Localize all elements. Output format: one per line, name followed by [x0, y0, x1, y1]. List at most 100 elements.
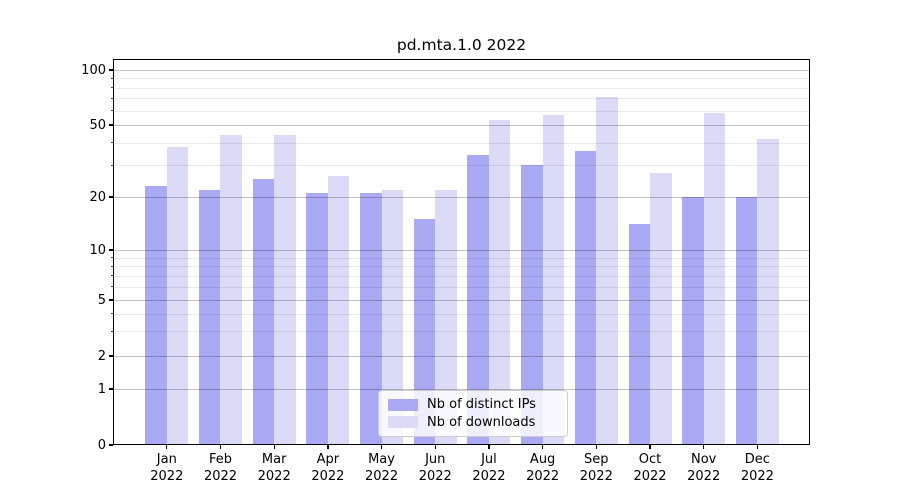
bar-downloads — [757, 138, 779, 445]
gridline-major — [113, 197, 810, 198]
x-tick-label: Jan 2022 — [150, 452, 184, 484]
x-tick-mark — [219, 445, 222, 449]
bar-downloads — [650, 173, 672, 445]
plot-area — [113, 59, 810, 445]
gridline-major — [113, 356, 810, 357]
gridline-minor — [113, 313, 810, 315]
legend: Nb of distinct IPs Nb of downloads — [378, 390, 568, 437]
bar-downloads — [435, 189, 457, 445]
y-minor-tick-mark — [110, 275, 113, 277]
y-minor-tick-mark — [110, 97, 113, 99]
x-tick-label: Sep 2022 — [579, 452, 613, 484]
legend-swatch-distinct-ips — [388, 398, 418, 411]
bar-distinct-ips — [198, 189, 221, 445]
bar-distinct-ips — [628, 224, 650, 445]
bar-distinct-ips — [252, 179, 275, 445]
spine-left — [113, 59, 115, 445]
bar-downloads — [542, 114, 565, 445]
y-tick-label: 5 — [97, 292, 106, 308]
y-tick-mark — [109, 444, 113, 446]
gridline-major — [113, 250, 810, 251]
gridline-minor — [113, 78, 810, 80]
x-tick-label: Jul 2022 — [472, 452, 506, 484]
x-tick-mark — [703, 445, 705, 449]
gridline-minor — [113, 331, 810, 333]
x-tick-label: May 2022 — [365, 452, 399, 484]
gridline-minor — [113, 257, 810, 259]
x-tick-mark — [327, 445, 329, 449]
y-tick-mark — [109, 299, 113, 301]
spine-bottom — [113, 443, 810, 445]
x-tick-mark — [380, 445, 383, 449]
y-tick-label: 20 — [89, 189, 106, 205]
y-minor-tick-mark — [110, 142, 113, 144]
bar-downloads — [274, 135, 296, 445]
x-tick-mark — [595, 445, 598, 449]
gridline-minor — [113, 142, 810, 144]
y-tick-mark — [109, 124, 113, 126]
x-tick-label: Jun 2022 — [418, 452, 452, 484]
y-minor-tick-mark — [110, 164, 113, 166]
gridline-minor — [113, 286, 810, 288]
gridline-minor — [113, 275, 810, 277]
bar-distinct-ips — [360, 193, 382, 445]
gridline-minor — [113, 165, 810, 167]
bar-downloads — [327, 176, 350, 445]
spine-right — [808, 59, 810, 445]
y-minor-tick-mark — [110, 87, 113, 89]
legend-label-distinct-ips: Nb of distinct IPs — [427, 397, 536, 413]
x-tick-mark — [273, 445, 275, 449]
y-minor-tick-mark — [110, 110, 113, 112]
bar-distinct-ips — [682, 197, 704, 445]
x-tick-mark — [488, 445, 490, 449]
x-tick-label: Oct 2022 — [633, 452, 667, 484]
y-tick-label: 10 — [89, 242, 106, 258]
gridline-major — [113, 70, 810, 71]
x-tick-mark — [542, 445, 544, 449]
y-minor-tick-mark — [110, 313, 113, 315]
legend-swatch-downloads — [388, 416, 418, 429]
gridline-major — [113, 300, 810, 301]
y-tick-mark — [109, 249, 113, 251]
bar-distinct-ips — [306, 193, 328, 445]
y-minor-tick-mark — [110, 265, 113, 267]
y-minor-tick-mark — [110, 77, 113, 79]
gridline-minor — [113, 87, 810, 89]
chart-title: pd.mta.1.0 2022 — [396, 36, 527, 54]
y-minor-tick-mark — [110, 286, 113, 288]
legend-row: Nb of distinct IPs — [388, 397, 557, 412]
y-minor-tick-mark — [110, 257, 113, 259]
bar-downloads — [703, 113, 726, 445]
bar-distinct-ips — [521, 165, 543, 445]
y-tick-label: 50 — [89, 117, 106, 133]
bar-downloads — [488, 120, 511, 445]
x-tick-label: Apr 2022 — [311, 452, 345, 484]
y-tick-mark — [109, 355, 113, 357]
gridline-minor — [113, 110, 810, 112]
bar-downloads — [166, 146, 189, 445]
y-tick-mark — [109, 388, 113, 390]
bar-distinct-ips — [145, 186, 167, 445]
bar-downloads — [596, 97, 618, 445]
x-tick-mark — [649, 445, 651, 449]
gridline-minor — [113, 266, 810, 268]
y-minor-tick-mark — [110, 330, 113, 332]
y-tick-label: 2 — [97, 348, 106, 364]
x-tick-label: Nov 2022 — [687, 452, 721, 484]
x-tick-label: Mar 2022 — [257, 452, 291, 484]
x-tick-mark — [756, 445, 759, 449]
y-tick-label: 0 — [97, 437, 106, 453]
x-tick-label: Feb 2022 — [203, 452, 238, 484]
y-tick-mark — [109, 69, 113, 71]
legend-label-downloads: Nb of downloads — [427, 414, 536, 430]
gridline-major — [113, 389, 810, 390]
bar-distinct-ips — [735, 197, 758, 445]
x-tick-label: Aug 2022 — [526, 452, 560, 484]
bar-downloads — [381, 189, 404, 445]
bar-distinct-ips — [574, 150, 597, 445]
legend-row: Nb of downloads — [388, 415, 557, 430]
y-tick-label: 1 — [97, 381, 106, 397]
x-tick-mark — [166, 445, 168, 449]
gridline-major — [113, 125, 810, 126]
bar-distinct-ips — [413, 218, 436, 445]
